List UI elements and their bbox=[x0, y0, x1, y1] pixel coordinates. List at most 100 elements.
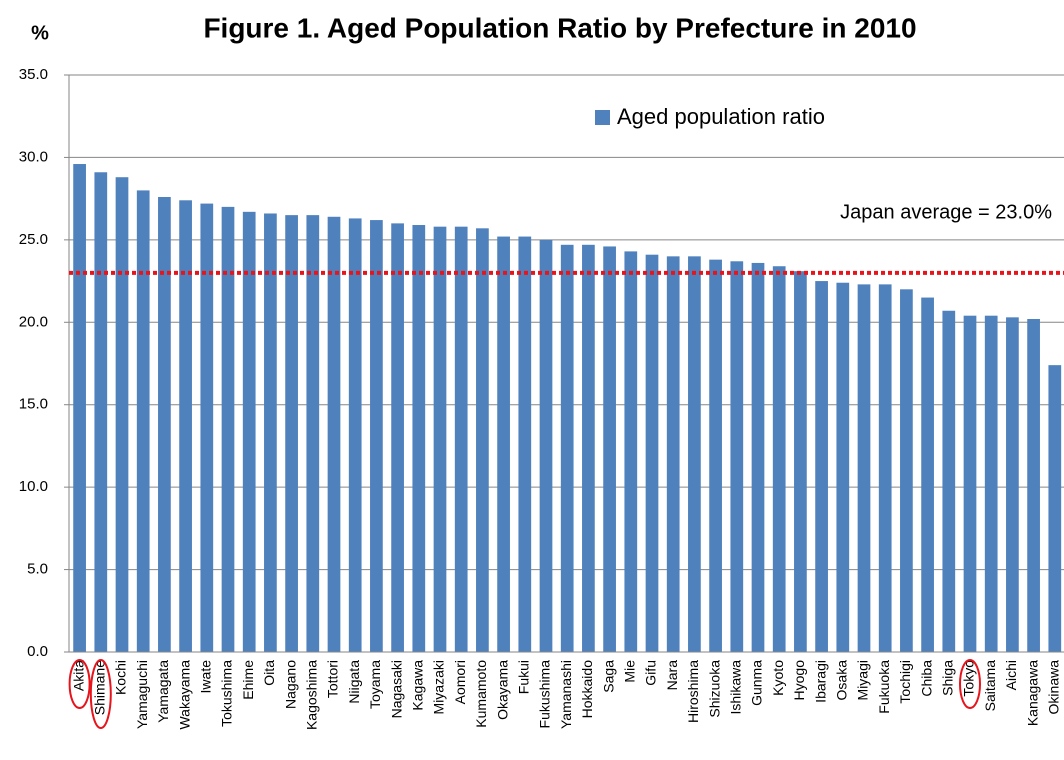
bar bbox=[539, 239, 553, 652]
bar bbox=[942, 310, 956, 652]
x-tick-label: Yamagata bbox=[155, 660, 171, 723]
x-tick-label: Kanagawa bbox=[1024, 660, 1040, 726]
bar bbox=[836, 282, 850, 652]
x-tick-label: Gifu bbox=[643, 660, 659, 686]
y-tick-label: 25.0 bbox=[19, 231, 48, 248]
x-tick-label: Miyagi bbox=[855, 660, 871, 700]
bar bbox=[603, 246, 616, 653]
bar bbox=[730, 261, 744, 652]
y-tick-label: 5.0 bbox=[27, 561, 48, 578]
bar bbox=[327, 216, 341, 652]
bar bbox=[200, 203, 214, 653]
x-tick-label: Shiga bbox=[940, 660, 956, 696]
x-tick-label: Tokyo bbox=[961, 660, 977, 697]
bar bbox=[1048, 365, 1062, 652]
bar bbox=[878, 284, 892, 652]
bar bbox=[984, 315, 998, 652]
bar bbox=[412, 225, 426, 652]
x-tick-label: Chiba bbox=[918, 660, 934, 697]
y-tick-label: 15.0 bbox=[19, 396, 48, 413]
bar bbox=[772, 266, 786, 652]
legend-swatch bbox=[595, 110, 610, 125]
bar bbox=[688, 256, 701, 652]
x-tick-label: Niigata bbox=[346, 660, 362, 704]
x-tick-label: Okayama bbox=[494, 660, 510, 720]
bar bbox=[963, 315, 977, 652]
x-tick-label: Nara bbox=[664, 660, 680, 691]
bar bbox=[73, 164, 86, 652]
x-tick-label: Mie bbox=[622, 660, 638, 683]
highlight-circle bbox=[959, 659, 981, 709]
bar bbox=[582, 244, 595, 652]
bar bbox=[158, 196, 171, 652]
x-tick-label: Tochigi bbox=[897, 660, 913, 704]
x-tick-label: Hokkaido bbox=[579, 660, 595, 719]
x-tick-label: Saitama bbox=[982, 660, 998, 712]
bar bbox=[921, 297, 934, 652]
bar bbox=[242, 211, 256, 652]
x-tick-label: Iwate bbox=[198, 660, 214, 694]
bar bbox=[115, 177, 129, 652]
x-tick-label: Ishikawa bbox=[728, 660, 744, 715]
y-tick-label: 30.0 bbox=[19, 148, 48, 165]
x-tick-label: Ibaragi bbox=[812, 660, 828, 703]
x-tick-label: Ehime bbox=[240, 660, 256, 700]
bar bbox=[476, 228, 489, 652]
x-tick-label: Kagoshima bbox=[304, 660, 320, 730]
bar bbox=[857, 284, 871, 652]
x-tick-label: Toyama bbox=[367, 660, 383, 709]
bar bbox=[645, 254, 659, 653]
x-tick-label: Fukushima bbox=[537, 660, 553, 729]
y-tick-label: 20.0 bbox=[19, 313, 48, 330]
bar bbox=[900, 289, 913, 652]
x-tick-label: Shizuoka bbox=[706, 660, 722, 718]
x-tick-label: Hyogo bbox=[791, 660, 807, 701]
bar bbox=[1006, 317, 1019, 652]
x-tick-label: Fukui bbox=[516, 660, 532, 694]
average-label: Japan average = 23.0% bbox=[840, 201, 1052, 223]
x-tick-label: Nagano bbox=[282, 660, 298, 709]
bar bbox=[136, 190, 150, 652]
bar bbox=[306, 215, 320, 652]
x-tick-label: Gunma bbox=[749, 660, 765, 706]
x-tick-label: Hiroshima bbox=[685, 660, 701, 723]
x-tick-label: Miyazaki bbox=[431, 660, 447, 714]
x-tick-label: Fukuoka bbox=[876, 660, 892, 714]
chart-title: Figure 1. Aged Population Ratio by Prefe… bbox=[203, 12, 916, 43]
y-tick-label: 10.0 bbox=[19, 478, 48, 495]
y-tick-label: 0.0 bbox=[27, 643, 48, 660]
x-tick-label: Yamanashi bbox=[558, 660, 574, 729]
bar bbox=[666, 256, 680, 652]
bar bbox=[264, 213, 277, 653]
x-tick-label: Tokushima bbox=[219, 660, 235, 727]
bar bbox=[497, 236, 510, 652]
bar bbox=[391, 223, 404, 652]
x-tick-label: Kochi bbox=[113, 660, 129, 695]
bar bbox=[179, 200, 192, 652]
bar bbox=[1027, 318, 1040, 652]
x-tick-label: Oita bbox=[261, 660, 277, 686]
x-tick-label: Yamaguchi bbox=[134, 660, 150, 729]
legend-label: Aged population ratio bbox=[617, 104, 825, 129]
bar bbox=[518, 236, 532, 652]
x-tick-label: Osaka bbox=[834, 660, 850, 701]
bar bbox=[815, 281, 828, 652]
x-tick-label: Kyoto bbox=[770, 660, 786, 696]
bar bbox=[370, 220, 383, 652]
x-tick-label: Akita bbox=[70, 660, 86, 691]
bar bbox=[348, 218, 362, 652]
x-tick-label: Aichi bbox=[1003, 660, 1019, 690]
bar bbox=[433, 226, 447, 652]
bar bbox=[624, 251, 638, 652]
x-tick-label: Wakayama bbox=[176, 660, 192, 730]
bar bbox=[454, 226, 468, 652]
x-tick-label: Saga bbox=[600, 660, 616, 693]
bar bbox=[94, 172, 108, 652]
bar bbox=[751, 262, 765, 652]
x-tick-label: Nagasaki bbox=[388, 660, 404, 718]
bar bbox=[794, 271, 807, 652]
x-tick-label: Kagawa bbox=[410, 660, 426, 711]
x-tick-label: Kumamoto bbox=[473, 660, 489, 728]
x-tick-label: Okinawa bbox=[1046, 660, 1062, 715]
